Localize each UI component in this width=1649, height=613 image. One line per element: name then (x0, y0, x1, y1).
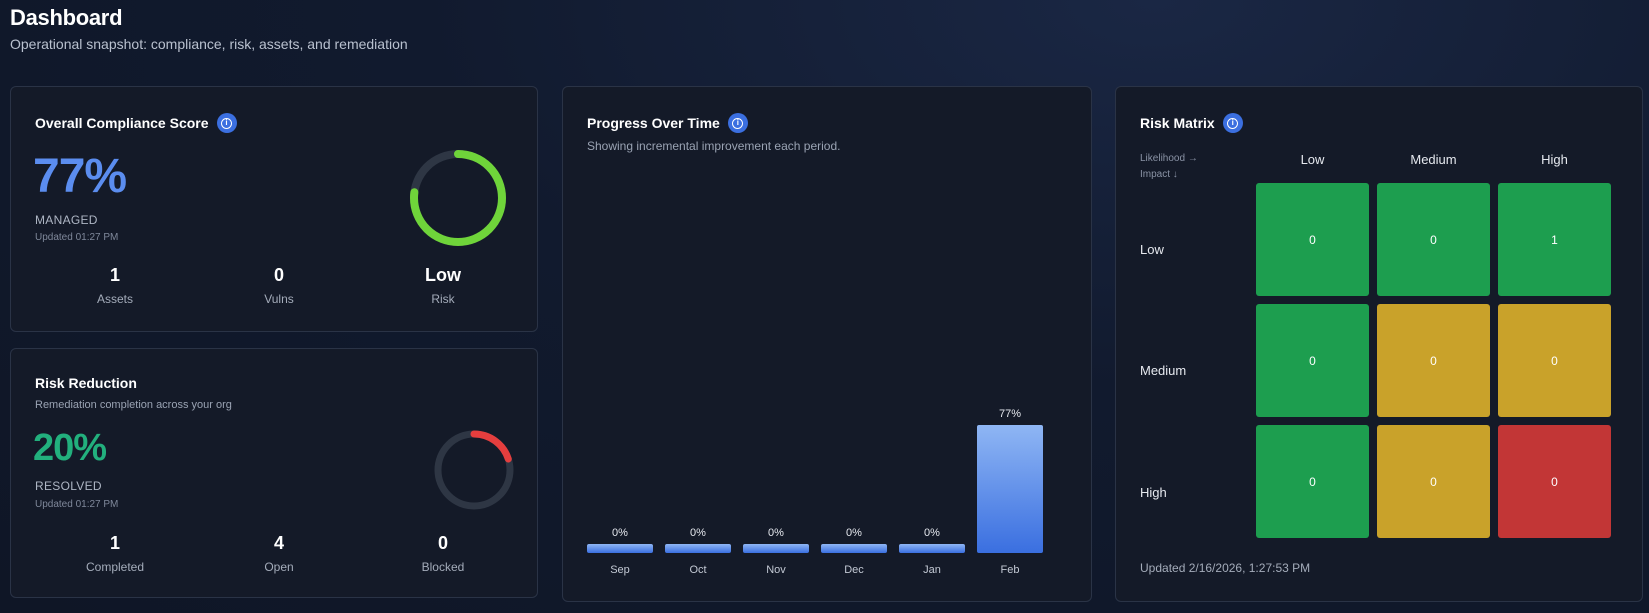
bar-value-label: 0% (612, 527, 628, 539)
stat-completed: 1 Completed (55, 533, 175, 574)
risk-reduction-status: RESOLVED (35, 479, 102, 493)
progress-card: Progress Over Time i Showing incremental… (562, 86, 1092, 602)
compliance-card-title: Overall Compliance Score (35, 115, 209, 131)
matrix-cell-low-high[interactable]: 1 (1498, 183, 1611, 296)
progress-description: Showing incremental improvement each per… (587, 139, 841, 153)
bar-jan (899, 544, 965, 553)
matrix-cell-medium-high[interactable]: 0 (1498, 304, 1611, 417)
risk-reduction-card: Risk Reduction Remediation completion ac… (10, 348, 538, 598)
matrix-cell-high-low[interactable]: 0 (1256, 425, 1369, 538)
bar-sep (587, 544, 653, 553)
x-tick-label: Jan (923, 564, 941, 576)
bar-value-label: 0% (924, 527, 940, 539)
stat-value: 0 (273, 265, 284, 285)
stat-blocked: 0 Blocked (383, 533, 503, 574)
stat-value: 0 (437, 533, 448, 553)
stat-vulns: 0 Vulns (219, 265, 339, 306)
info-icon[interactable]: i (216, 113, 237, 133)
progress-bar-chart: 0% Sep 0% Oct 0% Nov 0% Dec 0% Jan 77% Feb (587, 408, 1043, 576)
stat-value: 4 (273, 533, 284, 553)
compliance-card: Overall Compliance Score i 77% MANAGED U… (10, 86, 538, 332)
matrix-row-medium: Medium (1140, 363, 1187, 378)
x-tick-label: Oct (689, 564, 706, 576)
stat-assets: 1 Assets (55, 265, 175, 306)
risk-reduction-description: Remediation completion across your org (35, 399, 232, 411)
matrix-col-medium: Medium (1410, 152, 1457, 167)
matrix-row-low: Low (1140, 242, 1164, 257)
bar-feb (977, 425, 1043, 553)
bar-value-label: 77% (999, 408, 1021, 420)
stat-label: Risk (431, 292, 455, 306)
bar-nov (743, 544, 809, 553)
info-icon[interactable]: i (727, 113, 748, 133)
stat-value: 1 (109, 265, 120, 285)
info-icon[interactable]: i (1222, 113, 1243, 133)
stat-label: Vulns (264, 292, 294, 306)
risk-reduction-ring (434, 430, 514, 510)
matrix-cell-medium-medium[interactable]: 0 (1377, 304, 1490, 417)
matrix-row-high: High (1140, 485, 1167, 500)
compliance-ring (410, 150, 506, 246)
risk-reduction-updated: Updated 01:27 PM (35, 499, 119, 510)
bar-oct (665, 544, 731, 553)
risk-matrix-header: Risk Matrix i (1140, 113, 1243, 133)
risk-matrix-card: Risk Matrix i Likelihood → Impact ↓ Low … (1115, 86, 1643, 602)
bar-value-label: 0% (846, 527, 862, 539)
matrix-col-high: High (1541, 152, 1568, 167)
x-tick-label: Nov (766, 564, 786, 576)
compliance-card-header: Overall Compliance Score i (35, 113, 237, 133)
matrix-cell-high-high[interactable]: 0 (1498, 425, 1611, 538)
stat-risk: Low Risk (383, 265, 503, 306)
compliance-updated: Updated 01:27 PM (35, 232, 119, 243)
matrix-cell-medium-low[interactable]: 0 (1256, 304, 1369, 417)
bar-value-label: 0% (768, 527, 784, 539)
page-subtitle: Operational snapshot: compliance, risk, … (10, 36, 408, 52)
stat-label: Assets (96, 292, 133, 306)
matrix-col-low: Low (1300, 152, 1325, 167)
progress-card-title: Progress Over Time (587, 115, 720, 131)
likelihood-hint: Likelihood → (1140, 153, 1198, 164)
compliance-status: MANAGED (35, 213, 98, 227)
matrix-updated: Updated 2/16/2026, 1:27:53 PM (1140, 561, 1311, 575)
risk-reduction-title: Risk Reduction (35, 375, 137, 391)
stat-value: 1 (109, 533, 120, 553)
stat-label: Completed (85, 560, 145, 574)
compliance-ring-arc (410, 150, 506, 246)
risk-matrix-title: Risk Matrix (1140, 115, 1215, 131)
compliance-score: 77% (33, 150, 127, 203)
page-title: Dashboard (10, 5, 123, 30)
bar-value-label: 0% (690, 527, 706, 539)
stat-label: Blocked (421, 560, 465, 574)
x-tick-label: Feb (1001, 564, 1020, 576)
matrix-cell-high-medium[interactable]: 0 (1377, 425, 1490, 538)
matrix-cell-low-low[interactable]: 0 (1256, 183, 1369, 296)
bar-dec (821, 544, 887, 553)
x-tick-label: Dec (844, 564, 864, 576)
stat-value: Low (425, 265, 461, 285)
stat-open: 4 Open (219, 533, 339, 574)
x-tick-label: Sep (610, 564, 630, 576)
impact-hint: Impact ↓ (1140, 169, 1178, 180)
risk-reduction-score: 20% (33, 427, 107, 469)
matrix-cell-low-medium[interactable]: 0 (1377, 183, 1490, 296)
risk-reduction-ring-arc (434, 430, 514, 510)
progress-card-header: Progress Over Time i (587, 113, 748, 133)
stat-label: Open (264, 560, 294, 574)
